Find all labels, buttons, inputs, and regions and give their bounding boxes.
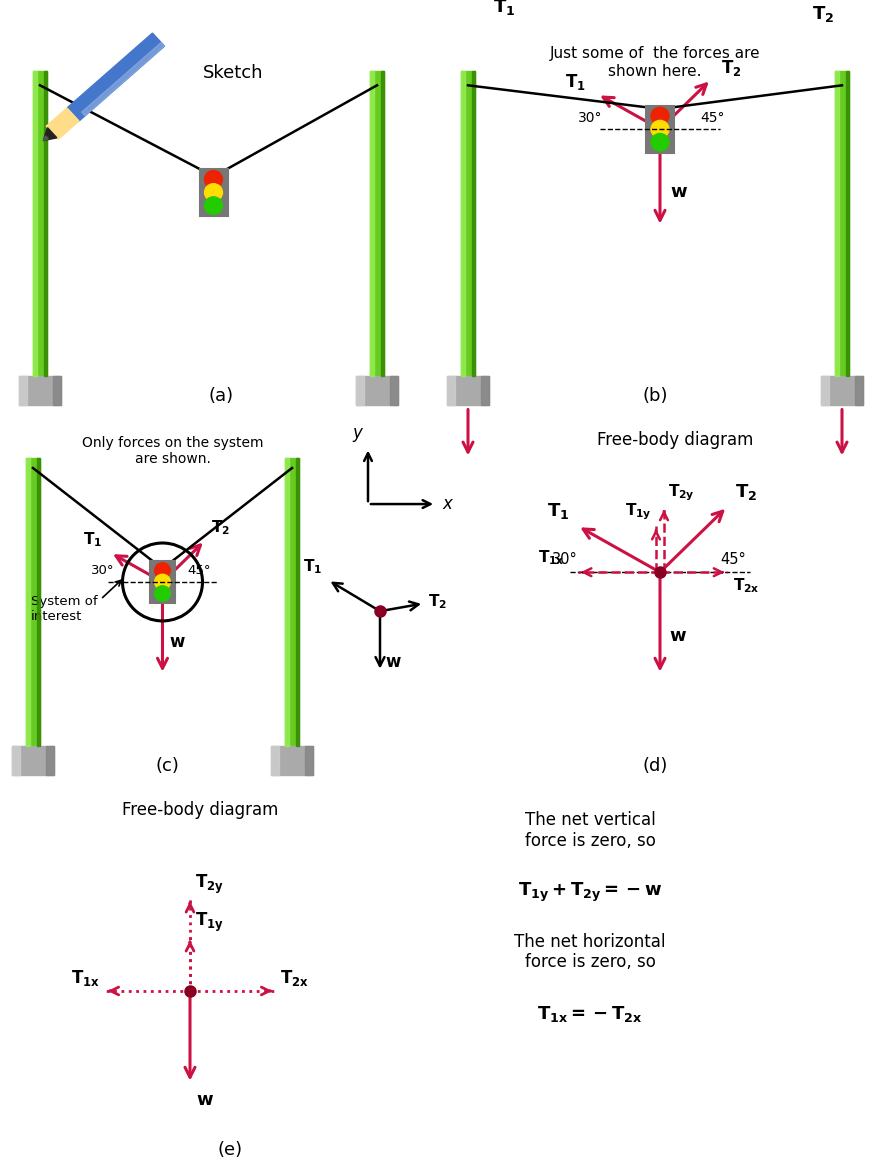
Text: 45°: 45° xyxy=(700,112,724,125)
Text: 45°: 45° xyxy=(720,553,746,567)
Text: w: w xyxy=(385,653,401,670)
Bar xyxy=(461,71,475,375)
Bar xyxy=(271,746,278,775)
Bar xyxy=(646,106,674,153)
Bar xyxy=(835,71,849,375)
Circle shape xyxy=(155,563,171,579)
Text: w: w xyxy=(669,627,686,644)
Bar xyxy=(45,71,47,375)
Text: (d): (d) xyxy=(642,757,668,775)
Circle shape xyxy=(205,183,222,201)
Bar xyxy=(150,561,175,602)
Bar xyxy=(447,375,454,405)
Text: $\mathbf{T_{1x} = -T_{2x}}$: $\mathbf{T_{1x} = -T_{2x}}$ xyxy=(537,1003,642,1023)
Bar xyxy=(382,71,384,375)
Bar xyxy=(46,746,54,775)
Text: (c): (c) xyxy=(156,757,179,775)
Bar xyxy=(356,375,398,405)
Text: $\mathbf{T_{1y}}$: $\mathbf{T_{1y}}$ xyxy=(195,911,224,935)
Circle shape xyxy=(155,574,171,589)
Bar xyxy=(473,71,475,375)
Bar xyxy=(285,459,299,746)
Circle shape xyxy=(651,134,669,151)
Text: $\mathbf{T_{1}}$: $\mathbf{T_{1}}$ xyxy=(548,501,570,521)
Bar xyxy=(856,375,863,405)
Text: x: x xyxy=(442,495,452,513)
Text: The net horizontal
force is zero, so: The net horizontal force is zero, so xyxy=(514,933,666,971)
Bar xyxy=(370,71,374,375)
Bar xyxy=(19,375,26,405)
Bar xyxy=(26,459,30,746)
Text: 30°: 30° xyxy=(91,564,115,577)
Text: 30°: 30° xyxy=(578,112,602,125)
Bar xyxy=(305,746,313,775)
Bar xyxy=(19,375,61,405)
Bar xyxy=(33,71,47,375)
Text: (e): (e) xyxy=(218,1142,242,1160)
Bar xyxy=(53,375,61,405)
Polygon shape xyxy=(43,136,48,141)
Polygon shape xyxy=(67,33,164,121)
Text: $\mathbf{T_{2}}$: $\mathbf{T_{2}}$ xyxy=(428,592,447,610)
Circle shape xyxy=(205,171,222,188)
Text: $\mathbf{T_{2}}$: $\mathbf{T_{2}}$ xyxy=(812,4,834,24)
Circle shape xyxy=(651,120,669,138)
Text: 30°: 30° xyxy=(552,553,578,567)
Text: Sketch: Sketch xyxy=(203,64,263,82)
Circle shape xyxy=(651,107,669,125)
Bar xyxy=(26,459,40,746)
Polygon shape xyxy=(81,42,164,115)
Text: $\mathbf{T_{1}}$: $\mathbf{T_{1}}$ xyxy=(565,72,585,92)
Text: $\mathbf{T_{2y}}$: $\mathbf{T_{2y}}$ xyxy=(195,873,224,896)
Text: $\mathbf{T_{2x}}$: $\mathbf{T_{2x}}$ xyxy=(733,576,760,595)
Bar xyxy=(461,71,465,375)
Bar xyxy=(390,375,398,405)
Text: (b): (b) xyxy=(642,387,668,405)
Text: w: w xyxy=(196,1091,213,1109)
Bar xyxy=(33,71,37,375)
Text: Free-body diagram: Free-body diagram xyxy=(597,432,753,449)
Text: $\mathbf{T_{1x}}$: $\mathbf{T_{1x}}$ xyxy=(71,968,100,988)
Bar xyxy=(821,375,863,405)
Text: $\mathbf{T_{1y} + T_{2y} = -w}$: $\mathbf{T_{1y} + T_{2y} = -w}$ xyxy=(518,881,662,904)
Text: 45°: 45° xyxy=(187,564,211,577)
Text: $\mathbf{T_{2x}}$: $\mathbf{T_{2x}}$ xyxy=(280,968,309,988)
Text: $\mathbf{T_{2}}$: $\mathbf{T_{2}}$ xyxy=(211,519,230,536)
Bar xyxy=(200,169,228,216)
Circle shape xyxy=(155,586,171,601)
Polygon shape xyxy=(46,108,79,139)
Text: w: w xyxy=(670,183,687,201)
Bar xyxy=(370,71,384,375)
Bar xyxy=(285,459,289,746)
Text: w: w xyxy=(170,634,185,652)
Text: Free-body diagram: Free-body diagram xyxy=(122,801,278,818)
Text: $\mathbf{T_{2}}$: $\mathbf{T_{2}}$ xyxy=(735,482,758,502)
Bar xyxy=(846,71,849,375)
Text: Only forces on the system
are shown.: Only forces on the system are shown. xyxy=(81,436,263,466)
Text: $\mathbf{T_{1}}$: $\mathbf{T_{1}}$ xyxy=(303,557,322,576)
Bar xyxy=(821,375,829,405)
Polygon shape xyxy=(43,128,57,141)
Bar xyxy=(297,459,299,746)
Text: y: y xyxy=(352,423,362,442)
Text: Just some of  the forces are
shown here.: Just some of the forces are shown here. xyxy=(550,46,760,79)
Text: $\mathbf{T_{1x}}$: $\mathbf{T_{1x}}$ xyxy=(538,549,565,567)
Text: The net vertical
force is zero, so: The net vertical force is zero, so xyxy=(525,810,655,849)
Bar xyxy=(12,746,19,775)
Text: $\mathbf{T_{1y}}$: $\mathbf{T_{1y}}$ xyxy=(626,501,652,522)
Bar xyxy=(481,375,489,405)
Text: System of
interest: System of interest xyxy=(31,595,98,623)
Bar xyxy=(447,375,489,405)
Bar xyxy=(12,746,54,775)
Bar xyxy=(38,459,40,746)
Bar xyxy=(271,746,313,775)
Text: $\mathbf{T_{1}}$: $\mathbf{T_{1}}$ xyxy=(493,0,515,18)
Bar xyxy=(835,71,839,375)
Bar xyxy=(356,375,363,405)
Text: $\mathbf{T_{2}}$: $\mathbf{T_{2}}$ xyxy=(721,58,741,78)
Circle shape xyxy=(205,196,222,214)
Text: (a): (a) xyxy=(208,387,234,405)
Text: $\mathbf{T_{2y}}$: $\mathbf{T_{2y}}$ xyxy=(668,482,695,503)
Text: $\mathbf{T_{1}}$: $\mathbf{T_{1}}$ xyxy=(83,530,102,549)
